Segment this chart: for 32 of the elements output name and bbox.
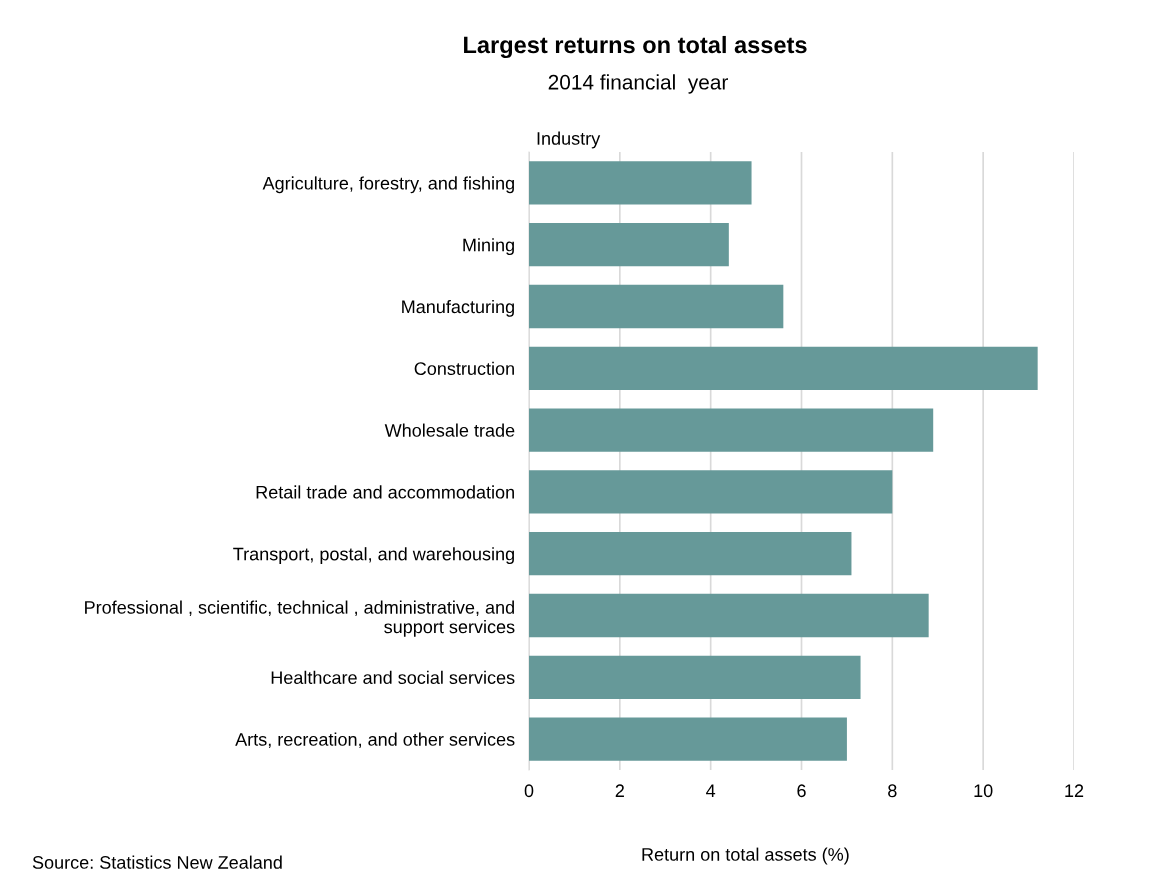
x-axis-title: Return on total assets (%) bbox=[642, 847, 849, 865]
y-tick-label: Mining bbox=[463, 238, 514, 255]
bar bbox=[529, 655, 861, 699]
y-tick-label: Construction bbox=[414, 361, 514, 376]
x-tick-label: 12 bbox=[1065, 784, 1084, 797]
y-tick-label: Healthcare and social services bbox=[271, 670, 515, 685]
x-tick-label: 2 bbox=[615, 784, 624, 797]
x-tick-label: 0 bbox=[524, 784, 534, 798]
bar bbox=[529, 161, 752, 205]
y-tick-label: Arts, recreation, and other services bbox=[235, 732, 515, 748]
y-tick-label: Transport, postal, and warehousing bbox=[233, 547, 514, 564]
source-note: Source: Statistics New Zealand bbox=[32, 855, 282, 869]
y-tick-label: Agriculture, forestry, and fishing bbox=[262, 176, 514, 194]
y-tick-label: Manufacturing bbox=[402, 299, 514, 317]
bar bbox=[529, 223, 729, 267]
bar bbox=[529, 593, 929, 638]
bar bbox=[529, 284, 784, 329]
x-tick-label: 6 bbox=[797, 784, 806, 798]
x-tick-label: 8 bbox=[888, 784, 897, 798]
chart-subtitle: 2014 financial year bbox=[548, 74, 728, 94]
y-tick-label: Retail trade and accommodation bbox=[256, 485, 514, 499]
y-tick-label: Professional , scientific, technical , administrative, and support services bbox=[85, 600, 515, 637]
chart-title: Largest returns on total assets bbox=[464, 35, 807, 59]
x-tick-label: 4 bbox=[706, 784, 716, 797]
y-axis-title: Industry bbox=[537, 131, 601, 149]
bar bbox=[529, 532, 852, 576]
x-tick-label: 10 bbox=[974, 784, 993, 798]
y-tick-label: Wholesale trade bbox=[384, 423, 515, 437]
bar bbox=[529, 408, 934, 452]
bar bbox=[529, 470, 893, 514]
bar bbox=[529, 717, 847, 761]
bar bbox=[529, 346, 1038, 390]
